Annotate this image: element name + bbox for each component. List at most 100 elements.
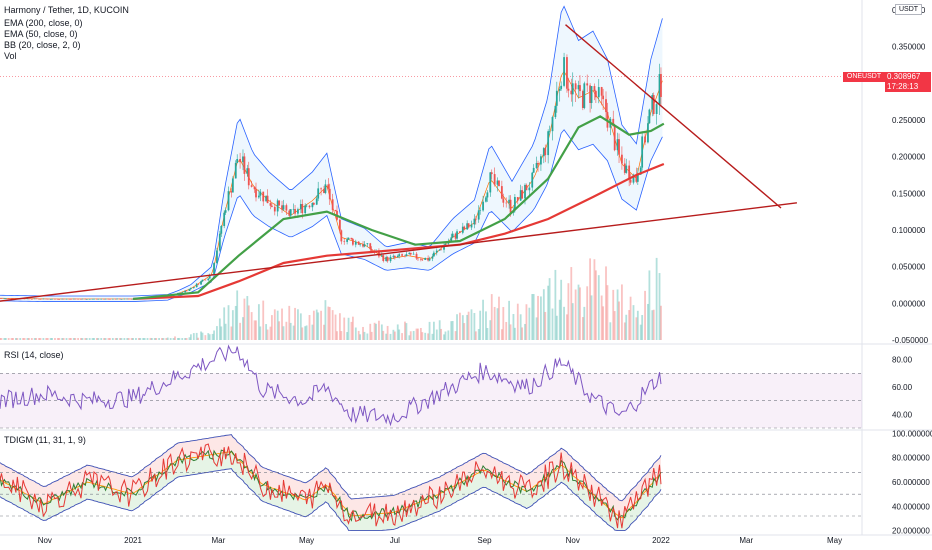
volume-bar (467, 311, 470, 340)
candle-body (409, 252, 412, 255)
candle-body (357, 241, 360, 245)
candle-body (583, 83, 586, 108)
volume-bar (166, 337, 169, 340)
candle-body (519, 190, 522, 201)
indicator-ema50-label[interactable]: EMA (50, close, 0) (4, 29, 78, 39)
candle-body (185, 290, 188, 292)
volume-bar (265, 324, 268, 340)
volume-bar (234, 305, 237, 340)
candle-body (641, 136, 644, 168)
rsi-pane-title[interactable]: RSI (14, close) (4, 350, 64, 360)
candle-body (305, 205, 308, 207)
candle-body (257, 195, 260, 198)
volume-bar (197, 337, 200, 340)
candle-body (294, 209, 296, 214)
volume-bar (288, 305, 291, 340)
candle-body (408, 252, 411, 255)
candle-body (103, 298, 106, 300)
bollinger-lower-line (0, 129, 663, 302)
candle-body (236, 158, 239, 163)
candle-body (351, 239, 354, 245)
volume-bar (195, 332, 198, 340)
rsi-tick-label: 40.00 (892, 410, 913, 419)
candle-body (486, 192, 489, 198)
volume-bar (174, 336, 176, 340)
volume-bar (451, 321, 454, 340)
volume-bar (570, 267, 573, 340)
candle-body (485, 197, 487, 202)
volume-bar (294, 307, 296, 340)
volume-bar (146, 338, 149, 340)
indicator-vol-label[interactable]: Vol (4, 51, 17, 61)
volume-bar (231, 310, 234, 340)
candle-body (65, 298, 68, 300)
currency-badge[interactable]: USDT (895, 4, 923, 15)
volume-bar (262, 300, 265, 340)
candle-body (629, 179, 632, 183)
volume-bar (111, 338, 114, 340)
volume-bar (109, 338, 111, 340)
candle-body (0, 298, 1, 299)
candle-body (490, 172, 493, 175)
volume-bar (509, 324, 512, 340)
volume-bar (389, 333, 392, 340)
volume-bar (489, 320, 492, 340)
descending-trendline (565, 24, 782, 209)
candle-body (419, 258, 422, 260)
volume-bar (415, 328, 418, 340)
volume-bar (247, 305, 250, 340)
candle-body (80, 298, 82, 300)
candle-body (130, 298, 133, 300)
candle-body (58, 299, 61, 300)
tdigm-pane-title[interactable]: TDIGM (11, 31, 1, 9) (4, 435, 86, 445)
candle-body (602, 95, 605, 100)
volume-bar (378, 320, 380, 340)
candle-body (104, 298, 107, 300)
candle-body (570, 90, 573, 95)
volume-bar (660, 305, 662, 340)
indicator-bb-label[interactable]: BB (20, close, 2, 0) (4, 40, 81, 50)
volume-bar (605, 266, 607, 340)
volume-bar (336, 331, 338, 340)
candle-body (474, 218, 477, 220)
candle-body (213, 263, 215, 275)
candle-body (424, 257, 427, 260)
volume-bar (331, 310, 334, 340)
candle-body (417, 258, 419, 260)
volume-bar (315, 309, 318, 340)
candle-body (628, 165, 631, 180)
volume-bar (485, 311, 487, 340)
volume-bar (346, 332, 349, 340)
volume-bar (93, 338, 95, 340)
volume-bar (521, 327, 524, 340)
candle-body (502, 198, 505, 203)
volume-bar (401, 333, 403, 340)
volume-bar (30, 338, 33, 340)
volume-bar (373, 322, 376, 340)
candle-body (621, 154, 623, 164)
volume-bar (242, 317, 244, 340)
volume-bar (158, 338, 160, 340)
candle-body (440, 249, 443, 251)
candle-body (428, 258, 431, 261)
candle-body (259, 191, 262, 196)
volume-bar (149, 337, 152, 340)
volume-bar (26, 338, 29, 340)
volume-bar (443, 334, 445, 340)
volume-bar (190, 334, 192, 340)
volume-bar (23, 338, 26, 340)
volume-bar (609, 322, 612, 340)
volume-bar (427, 333, 430, 340)
candle-body (651, 95, 654, 110)
volume-bar (38, 338, 40, 340)
volume-bar (419, 327, 422, 340)
candle-body (513, 197, 516, 211)
volume-bar (100, 338, 103, 340)
indicator-ema200-label[interactable]: EMA (200, close, 0) (4, 18, 83, 28)
time-axis-label: Nov (566, 536, 580, 545)
volume-bar (555, 315, 558, 340)
volume-bar (594, 270, 597, 340)
volume-bar (35, 338, 38, 340)
candle-body (560, 85, 563, 89)
volume-bar (276, 310, 279, 340)
